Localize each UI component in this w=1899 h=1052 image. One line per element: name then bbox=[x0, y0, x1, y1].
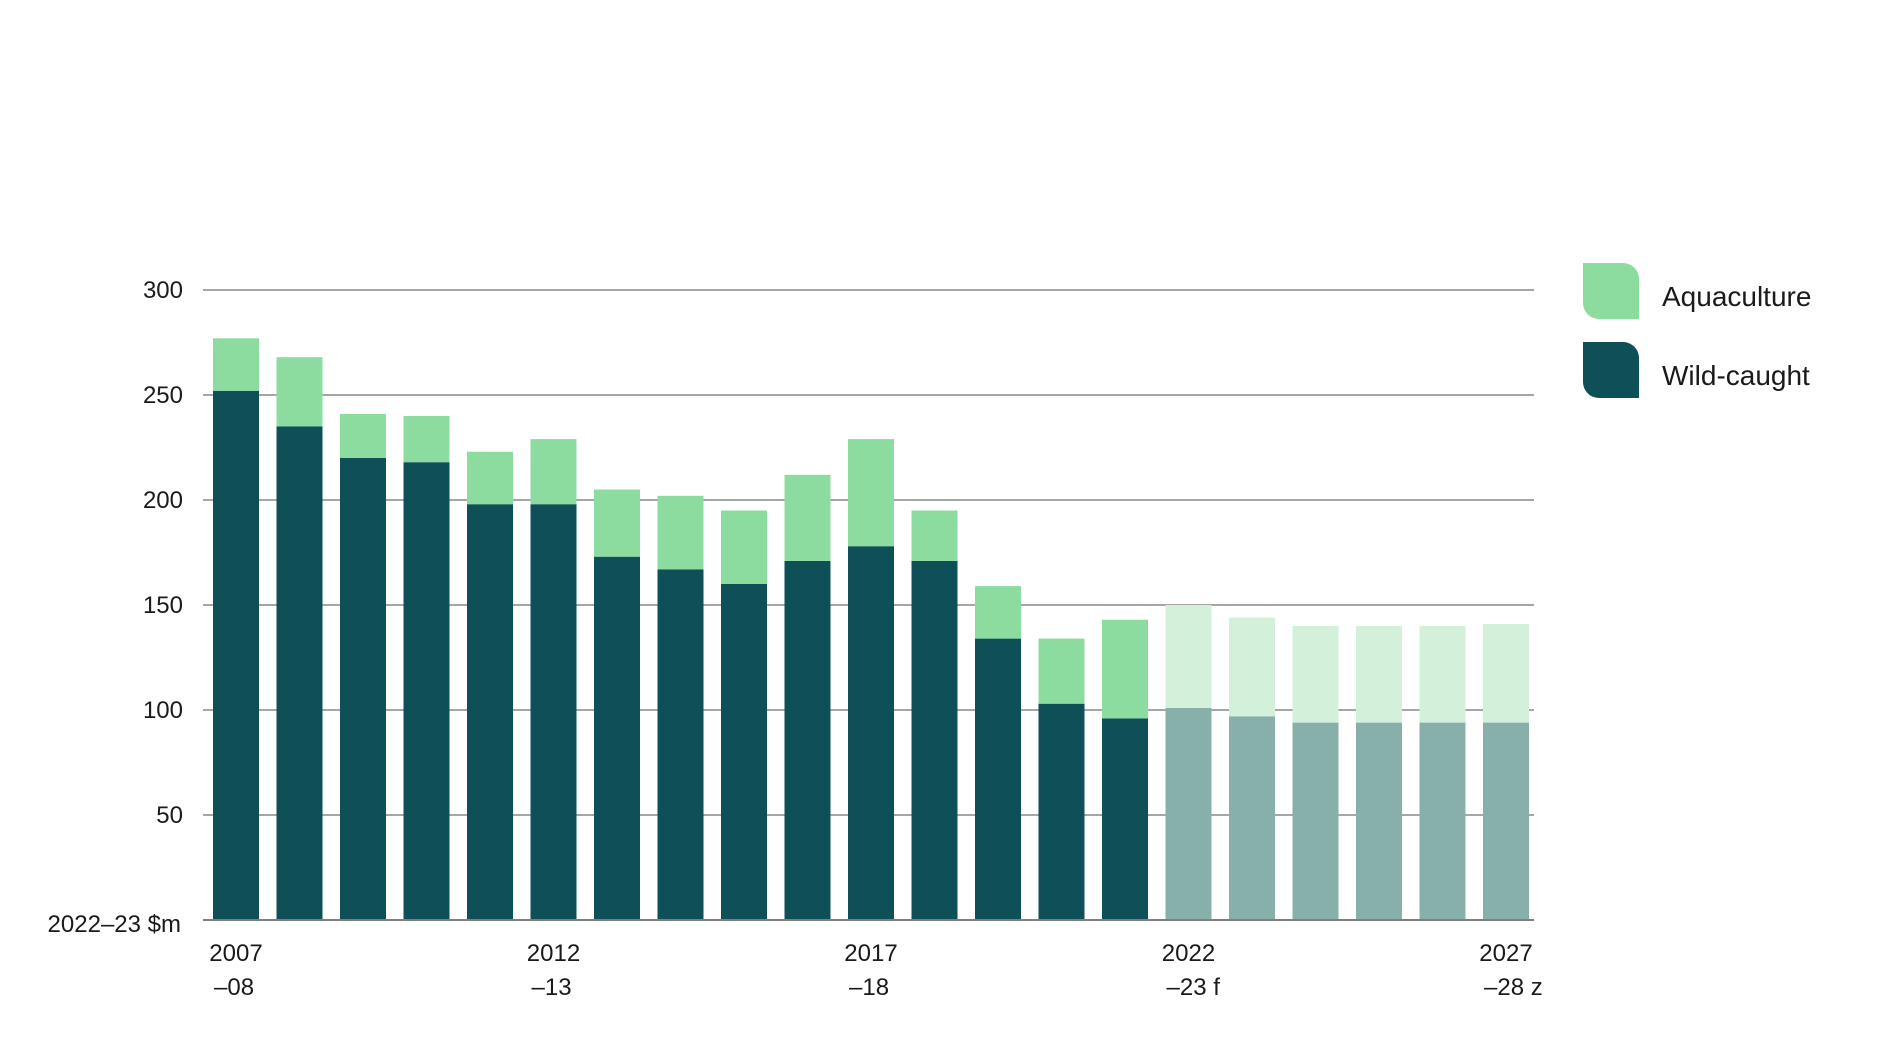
x-tick-label-suffix: –13 bbox=[532, 974, 572, 1001]
bar-wild-caught-8 bbox=[721, 584, 767, 920]
bar-aquaculture-19 bbox=[1419, 626, 1466, 723]
bar-aquaculture-15 bbox=[1165, 605, 1212, 708]
x-tick-label-year: 2007 bbox=[209, 940, 262, 967]
bar-wild-caught-2 bbox=[340, 458, 386, 920]
bar-wild-caught-20 bbox=[1483, 722, 1529, 920]
bar-aquaculture-10 bbox=[848, 439, 894, 547]
y-tick-label: 50 bbox=[156, 802, 183, 829]
bar-aquaculture-12 bbox=[975, 586, 1021, 639]
bar-wild-caught-18 bbox=[1356, 722, 1402, 920]
bar-aquaculture-1 bbox=[276, 357, 323, 427]
bar-wild-caught-17 bbox=[1292, 722, 1339, 920]
x-tick-label-suffix: –08 bbox=[214, 974, 254, 1001]
bar-wild-caught-19 bbox=[1419, 722, 1466, 920]
bar-aquaculture-8 bbox=[721, 510, 767, 584]
bar-aquaculture-11 bbox=[911, 510, 958, 561]
legend-label: Aquaculture bbox=[1662, 281, 1811, 312]
bar-aquaculture-2 bbox=[340, 413, 386, 458]
legend-swatch bbox=[1583, 342, 1639, 398]
bar-wild-caught-16 bbox=[1229, 716, 1275, 920]
y-axis-unit-label: 2022–23 $m bbox=[48, 911, 181, 938]
bar-wild-caught-14 bbox=[1102, 718, 1148, 920]
bar-aquaculture-18 bbox=[1356, 626, 1402, 723]
x-tick-label-year: 2022 bbox=[1162, 940, 1215, 967]
bar-aquaculture-16 bbox=[1229, 617, 1275, 717]
bar-wild-caught-13 bbox=[1038, 703, 1085, 920]
bar-aquaculture-20 bbox=[1483, 623, 1529, 723]
bar-wild-caught-7 bbox=[657, 569, 704, 920]
y-axis-tick-labels: 50 100 150 200 250 300 bbox=[143, 277, 183, 829]
bar-wild-caught-11 bbox=[911, 560, 958, 920]
x-tick-label-suffix: –28 z bbox=[1484, 974, 1543, 1001]
y-tick-label: 250 bbox=[143, 382, 183, 409]
bar-wild-caught-6 bbox=[594, 556, 640, 920]
x-axis-tick-labels: 2007 –08 2012 –13 2017 –18 2022 –23 f 2027 –28 z bbox=[209, 940, 1542, 1001]
bar-wild-caught-15 bbox=[1165, 707, 1212, 920]
bar-wild-caught-5 bbox=[530, 504, 577, 920]
y-tick-label: 150 bbox=[143, 592, 183, 619]
bar-wild-caught-3 bbox=[403, 462, 450, 920]
bar-aquaculture-17 bbox=[1292, 626, 1339, 723]
x-tick-label-year: 2017 bbox=[844, 940, 897, 967]
bar-wild-caught-12 bbox=[975, 638, 1021, 920]
bars bbox=[213, 338, 1529, 920]
bar-wild-caught-0 bbox=[213, 390, 259, 920]
y-tick-label: 200 bbox=[143, 487, 183, 514]
bar-wild-caught-1 bbox=[276, 426, 323, 920]
bar-aquaculture-13 bbox=[1038, 638, 1085, 704]
legend-label: Wild-caught bbox=[1662, 360, 1810, 391]
bar-wild-caught-9 bbox=[784, 560, 831, 920]
legend: Aquaculture Wild-caught bbox=[1583, 263, 1811, 398]
bar-wild-caught-10 bbox=[848, 546, 894, 920]
bar-aquaculture-9 bbox=[784, 474, 831, 561]
bar-aquaculture-0 bbox=[213, 338, 259, 391]
bar-aquaculture-5 bbox=[530, 439, 577, 505]
x-tick-label-year: 2012 bbox=[527, 940, 580, 967]
bar-aquaculture-4 bbox=[467, 451, 513, 505]
x-tick-label-suffix: –23 f bbox=[1167, 974, 1221, 1001]
bar-wild-caught-4 bbox=[467, 504, 513, 920]
bar-aquaculture-14 bbox=[1102, 619, 1148, 719]
bar-aquaculture-6 bbox=[594, 489, 640, 557]
x-tick-label-year: 2027 bbox=[1479, 940, 1532, 967]
legend-swatch bbox=[1583, 263, 1639, 319]
bar-aquaculture-7 bbox=[657, 495, 704, 570]
x-tick-label-suffix: –18 bbox=[849, 974, 889, 1001]
y-tick-label: 100 bbox=[143, 697, 183, 724]
y-tick-label: 300 bbox=[143, 277, 183, 304]
bar-aquaculture-3 bbox=[403, 416, 450, 463]
